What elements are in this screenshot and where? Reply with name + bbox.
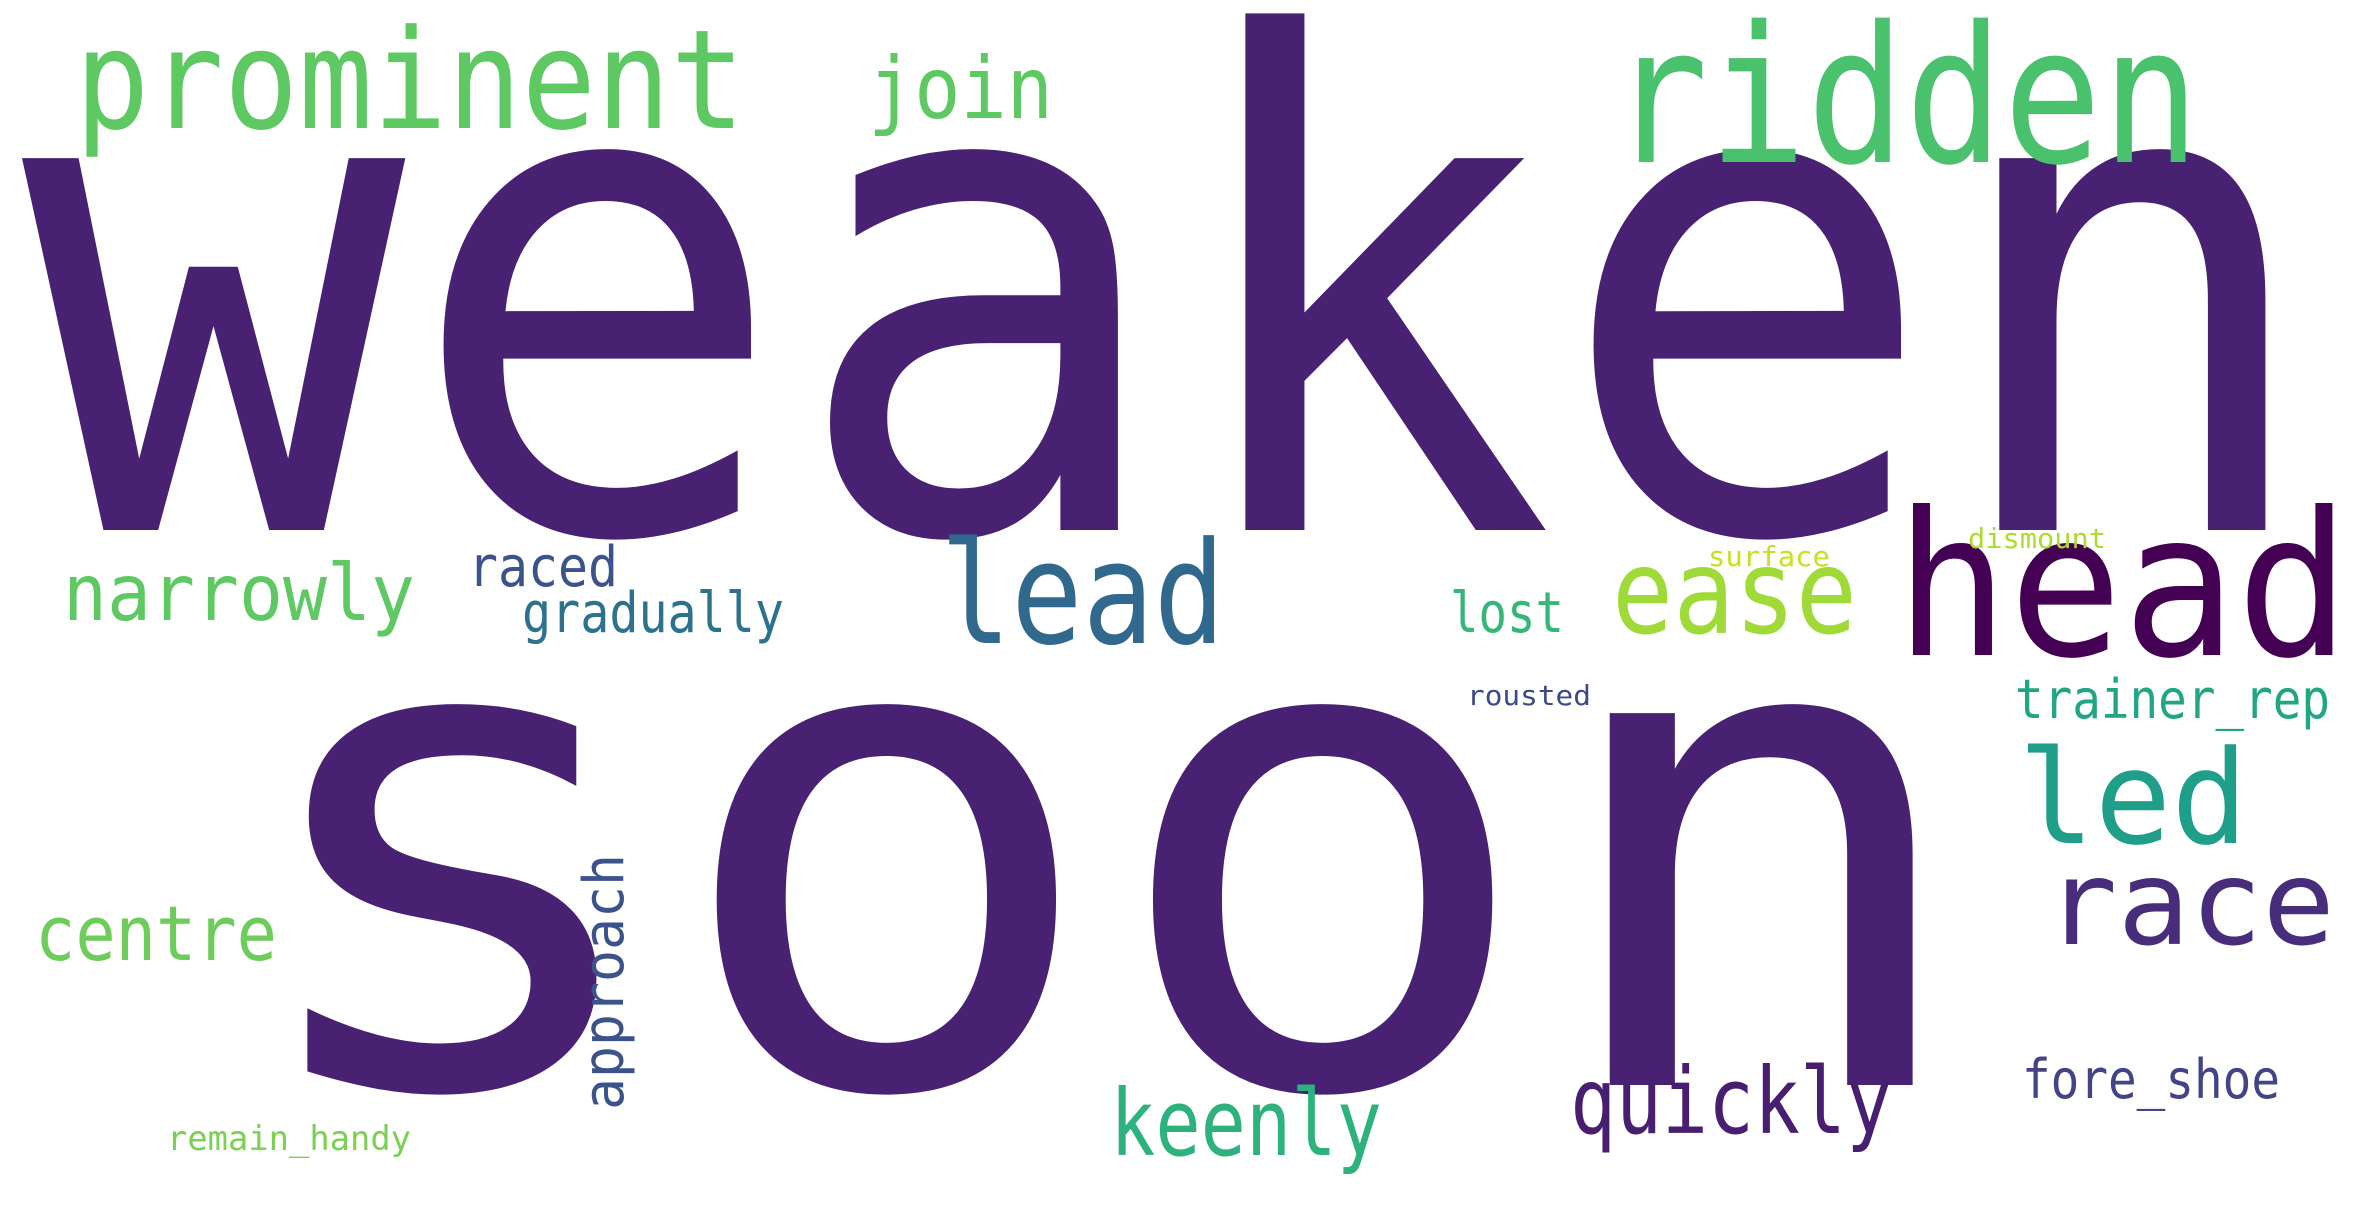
word-centre: centre xyxy=(35,889,277,978)
word-quickly: quickly xyxy=(1570,1048,1892,1155)
word-race: race xyxy=(2045,834,2335,972)
word-keenly: keenly xyxy=(1110,1070,1382,1177)
word-ease: ease xyxy=(1612,523,1857,661)
word-prominent: prominent xyxy=(75,0,745,161)
word-ridden: ridden xyxy=(1610,0,2200,207)
word-narrowly: narrowly xyxy=(63,549,415,639)
word-lost: lost xyxy=(1450,581,1564,646)
word-fore-shoe: fore_shoe xyxy=(2022,1048,2280,1111)
word-weaken: weaken xyxy=(22,0,2322,691)
word-gradually: gradually xyxy=(522,581,784,646)
word-trainer-rep: trainer_rep xyxy=(2015,668,2330,731)
word-head: head xyxy=(1895,470,2350,703)
word-lead: lead xyxy=(940,512,1225,677)
word-remain-handy: remain_handy xyxy=(167,1119,411,1159)
word-approach: approach xyxy=(572,854,637,1110)
word-soon: soon xyxy=(232,455,1977,1215)
word-dismount: dismount xyxy=(1968,522,2106,555)
word-raced: raced xyxy=(468,535,618,600)
word-rousted: rousted xyxy=(1467,679,1591,712)
word-led: led xyxy=(2018,722,2248,874)
word-join: join xyxy=(868,39,1053,139)
word-surface: surface xyxy=(1708,540,1830,573)
